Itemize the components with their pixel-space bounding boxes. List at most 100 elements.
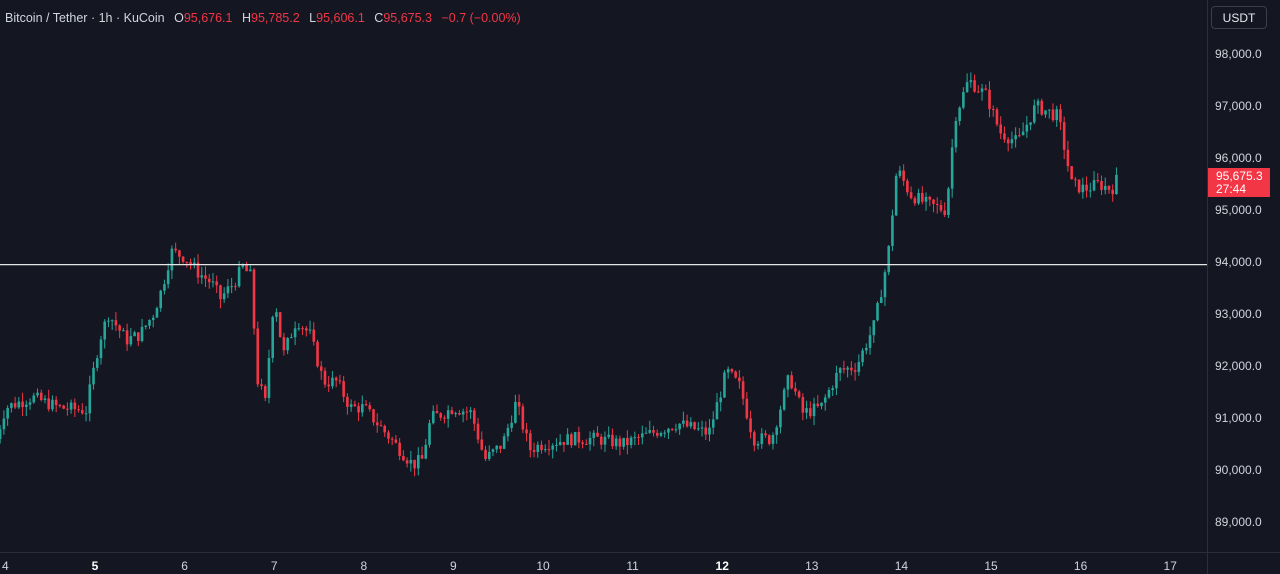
candle[interactable]: [767, 435, 771, 444]
candle[interactable]: [670, 428, 674, 430]
candle[interactable]: [626, 437, 629, 446]
candle[interactable]: [316, 341, 319, 367]
candle[interactable]: [525, 429, 528, 434]
candle[interactable]: [1062, 122, 1066, 150]
candle[interactable]: [17, 401, 21, 408]
candle[interactable]: [39, 392, 43, 401]
candle[interactable]: [458, 413, 461, 415]
candle[interactable]: [865, 347, 868, 351]
candle[interactable]: [835, 372, 838, 389]
candle[interactable]: [585, 443, 588, 445]
candle[interactable]: [838, 368, 842, 373]
candle[interactable]: [256, 328, 260, 385]
candle[interactable]: [1003, 133, 1006, 140]
candle[interactable]: [263, 386, 267, 398]
currency-unit-button[interactable]: USDT: [1211, 6, 1267, 29]
candle[interactable]: [204, 275, 207, 279]
candle[interactable]: [487, 451, 491, 459]
candle[interactable]: [230, 286, 233, 288]
candle[interactable]: [454, 413, 457, 415]
candle[interactable]: [1096, 180, 1100, 182]
candle[interactable]: [327, 384, 331, 387]
candle[interactable]: [879, 297, 883, 303]
candle[interactable]: [1115, 174, 1118, 195]
candle[interactable]: [334, 377, 338, 381]
candle[interactable]: [629, 437, 633, 446]
candle[interactable]: [756, 443, 760, 446]
candle[interactable]: [1051, 109, 1055, 121]
candle[interactable]: [872, 320, 876, 336]
candle[interactable]: [943, 210, 947, 215]
candle[interactable]: [506, 427, 510, 437]
candle[interactable]: [170, 248, 174, 271]
candle[interactable]: [883, 272, 887, 298]
candle[interactable]: [715, 402, 719, 420]
candle[interactable]: [144, 325, 148, 327]
candle[interactable]: [1077, 179, 1081, 193]
candle[interactable]: [1021, 131, 1025, 136]
candle[interactable]: [461, 411, 465, 415]
candle[interactable]: [1036, 100, 1040, 106]
candle[interactable]: [622, 437, 625, 447]
candle[interactable]: [368, 405, 372, 410]
candle[interactable]: [805, 408, 808, 413]
candle[interactable]: [794, 388, 797, 392]
candle[interactable]: [387, 432, 390, 439]
candle[interactable]: [1066, 149, 1070, 167]
candle[interactable]: [499, 445, 502, 449]
candle[interactable]: [906, 180, 909, 193]
candle[interactable]: [1081, 184, 1085, 193]
candle[interactable]: [1047, 109, 1051, 111]
candle[interactable]: [342, 381, 345, 397]
candle[interactable]: [932, 199, 935, 204]
candle[interactable]: [536, 444, 540, 452]
candle[interactable]: [69, 402, 73, 410]
candle[interactable]: [305, 328, 308, 331]
candle[interactable]: [913, 198, 917, 204]
candle[interactable]: [189, 262, 192, 265]
candle[interactable]: [682, 420, 685, 424]
candle[interactable]: [402, 455, 405, 461]
candle[interactable]: [704, 427, 708, 435]
candle[interactable]: [10, 403, 13, 408]
candle[interactable]: [282, 337, 286, 351]
candle[interactable]: [465, 411, 469, 413]
candle[interactable]: [935, 203, 939, 205]
candle[interactable]: [876, 302, 879, 321]
candle[interactable]: [185, 261, 189, 263]
candle[interactable]: [234, 286, 237, 288]
candle[interactable]: [663, 432, 667, 434]
candle[interactable]: [118, 325, 121, 331]
candle[interactable]: [801, 397, 805, 413]
candle[interactable]: [443, 417, 446, 419]
candle[interactable]: [32, 395, 36, 403]
candle[interactable]: [558, 442, 562, 445]
candle[interactable]: [738, 377, 741, 382]
candle[interactable]: [271, 317, 275, 359]
candle[interactable]: [390, 438, 394, 440]
candle[interactable]: [984, 88, 988, 90]
candle[interactable]: [502, 436, 506, 449]
candle[interactable]: [383, 425, 387, 433]
candle[interactable]: [588, 437, 592, 445]
candle[interactable]: [917, 192, 920, 204]
candle[interactable]: [790, 375, 793, 389]
candle[interactable]: [249, 269, 252, 272]
candle[interactable]: [939, 204, 943, 211]
candle[interactable]: [286, 338, 289, 351]
candle[interactable]: [21, 401, 24, 408]
candle[interactable]: [379, 425, 383, 427]
candle[interactable]: [667, 428, 670, 433]
candle[interactable]: [689, 422, 693, 427]
candle[interactable]: [215, 281, 219, 286]
candle[interactable]: [745, 398, 749, 419]
candle[interactable]: [1006, 139, 1010, 144]
candle[interactable]: [753, 432, 756, 446]
candle[interactable]: [1074, 179, 1077, 181]
candle[interactable]: [902, 170, 905, 181]
candle[interactable]: [338, 380, 342, 382]
candle[interactable]: [364, 404, 368, 406]
candle[interactable]: [685, 420, 689, 427]
candle[interactable]: [2, 418, 6, 430]
candle[interactable]: [174, 248, 177, 251]
